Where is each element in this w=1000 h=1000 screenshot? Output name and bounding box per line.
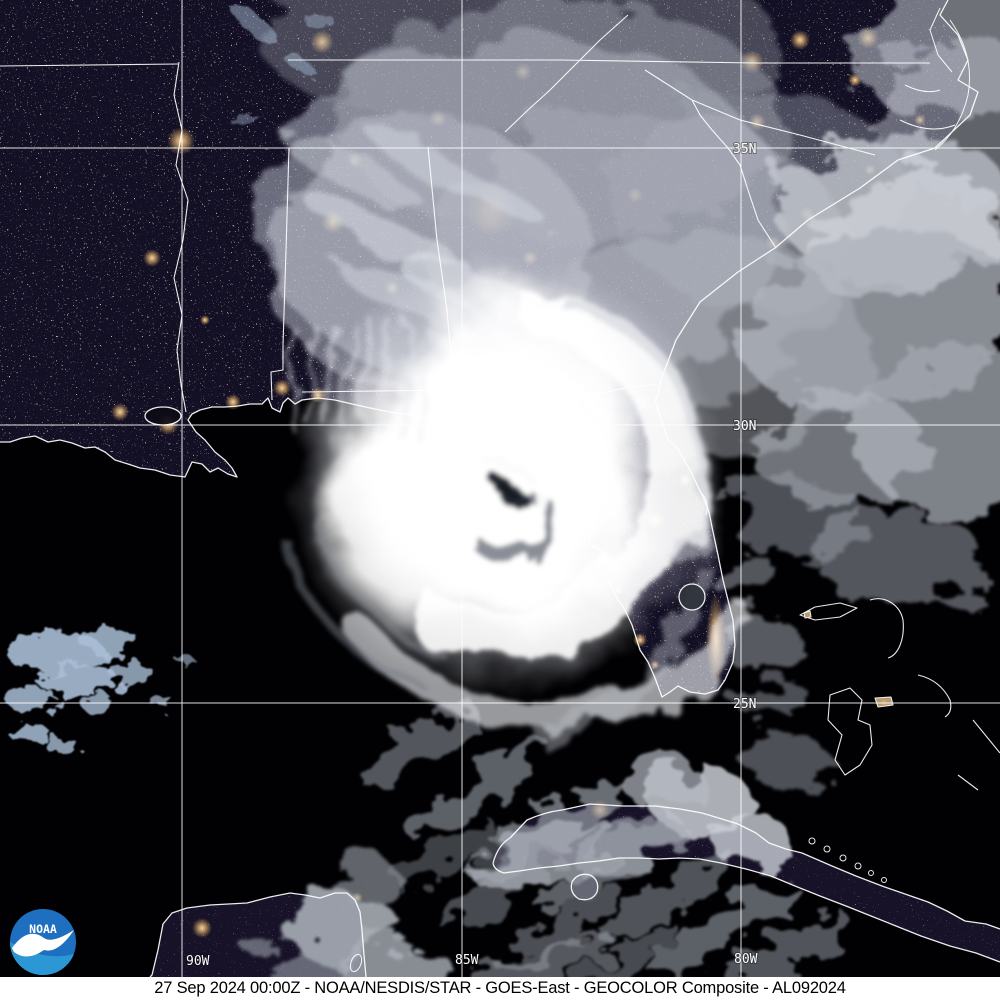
- coastline-isla-juventud: [570, 873, 599, 901]
- lagoon-cape-canaveral: [699, 491, 708, 516]
- grid-label-35n: 35N: [733, 142, 756, 157]
- grid-label-80w: 80W: [734, 952, 758, 967]
- coastline-outer-banks: [899, 7, 971, 151]
- grid-label-25n: 25N: [733, 697, 756, 712]
- graticule: [0, 0, 1000, 977]
- coastline-cuba: [492, 803, 1000, 963]
- border-fl-ga: [301, 367, 659, 401]
- island-bimini: [803, 610, 812, 619]
- bahamas: [799, 598, 1000, 791]
- island-exumas: [957, 719, 1000, 791]
- border-ms-al: [270, 147, 290, 401]
- island-andros: [827, 687, 873, 776]
- cloud-atlantic: [260, 0, 1000, 977]
- hurricane-arm-east: [410, 289, 705, 658]
- noaa-logo: NOAA: [10, 909, 76, 976]
- noaa-logo-text: NOAA: [29, 922, 57, 936]
- satellite-map: 35N 30N 25N 90W 85W 80W NOAA: [0, 0, 1000, 977]
- border-ga-sc: [691, 99, 777, 249]
- island-eleuthera: [917, 674, 952, 718]
- coastlines: [0, 0, 1000, 977]
- cloud-low-blue: [5, 7, 334, 754]
- border-tn-nc: [504, 14, 629, 133]
- island-cozumel: [349, 953, 363, 973]
- grid-label-30n: 30N: [733, 419, 756, 434]
- island-abaco: [869, 598, 904, 659]
- border-mississippi-river: [173, 61, 189, 413]
- coastline-gulf-atlantic: [0, 0, 979, 698]
- hurricane: [281, 255, 749, 749]
- lake-pontchartrain: [144, 406, 182, 426]
- grid-label-85w: 85W: [455, 953, 479, 968]
- coastline-yucatan: [149, 892, 367, 977]
- graticule-labels: 35N 30N 25N 90W 85W 80W: [185, 141, 759, 970]
- grid-label-90w: 90W: [186, 954, 210, 969]
- cuba-cays: [808, 837, 887, 883]
- island-new-providence: [874, 696, 894, 708]
- noaa-logo-bird-icon: [12, 930, 74, 957]
- lake-okeechobee: [678, 583, 706, 611]
- border-al-ga: [427, 146, 453, 369]
- border-ky-tn-va-nc: [0, 59, 930, 67]
- border-nc-sc: [644, 69, 876, 156]
- caption-text: 27 Sep 2024 00:00Z - NOAA/NESDIS/STAR - …: [154, 979, 846, 997]
- cloud-caribbean-bands: [360, 705, 849, 977]
- caption-bar: 27 Sep 2024 00:00Z - NOAA/NESDIS/STAR - …: [0, 977, 1000, 1000]
- island-grand-bahama: [799, 602, 858, 621]
